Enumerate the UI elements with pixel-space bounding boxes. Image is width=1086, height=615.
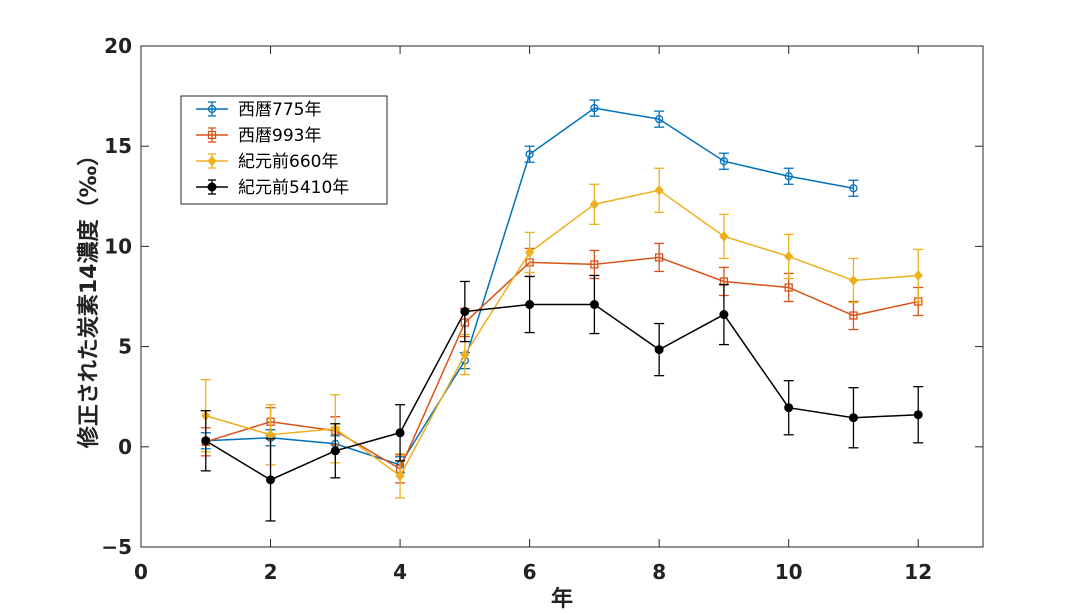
data-point xyxy=(207,130,217,140)
legend-label: 西暦993年 xyxy=(238,126,321,146)
data-point xyxy=(207,104,217,114)
y-axis-label: 修正された炭素14濃度（‰） xyxy=(76,144,102,449)
data-point xyxy=(460,307,470,317)
data-point xyxy=(589,199,600,210)
y-tick-label: 0 xyxy=(118,435,132,459)
data-point xyxy=(719,310,729,320)
data-point xyxy=(654,345,664,355)
data-point xyxy=(655,114,664,124)
data-point xyxy=(524,247,535,258)
legend-entry-0: 西暦775年 xyxy=(196,100,321,120)
series-3 xyxy=(200,274,924,522)
data-point xyxy=(589,300,599,310)
data-point xyxy=(460,349,470,360)
legend-entry-2: 紀元前660年 xyxy=(196,152,338,172)
legend-label: 紀元前5410年 xyxy=(238,178,349,198)
y-tick-label: 5 xyxy=(118,335,132,359)
data-point xyxy=(525,300,535,310)
data-point xyxy=(207,155,217,167)
data-point xyxy=(784,403,794,413)
legend-entry-3: 紀元前5410年 xyxy=(196,178,349,198)
data-point xyxy=(784,172,793,181)
y-tick-label: −5 xyxy=(101,535,132,559)
data-point xyxy=(719,231,729,242)
data-point xyxy=(784,251,794,262)
x-tick-label: 0 xyxy=(134,560,148,584)
data-point xyxy=(655,253,664,262)
data-point xyxy=(848,413,858,423)
series-line xyxy=(205,189,919,477)
data-point xyxy=(207,182,217,192)
data-point xyxy=(395,428,405,438)
data-point xyxy=(719,157,729,166)
data-point xyxy=(913,270,923,281)
x-axis-label: 年 xyxy=(551,586,573,612)
data-point xyxy=(849,311,858,320)
x-tick-label: 12 xyxy=(904,560,932,584)
data-point xyxy=(266,475,276,485)
y-tick-label: 20 xyxy=(104,34,132,58)
x-tick-label: 8 xyxy=(652,560,666,584)
legend-entry-1: 西暦993年 xyxy=(196,126,321,146)
x-tick-label: 10 xyxy=(775,560,803,584)
legend-label: 紀元前660年 xyxy=(238,152,338,172)
series-line xyxy=(205,303,919,481)
x-tick-label: 6 xyxy=(523,560,537,584)
data-point xyxy=(590,260,599,269)
data-point xyxy=(848,275,859,286)
y-tick-label: 15 xyxy=(104,134,132,158)
x-tick-label: 2 xyxy=(264,560,278,584)
data-point xyxy=(590,103,599,113)
data-point xyxy=(201,436,211,446)
legend-label: 西暦775年 xyxy=(238,100,321,120)
data-point xyxy=(784,283,793,292)
data-point xyxy=(654,185,664,196)
x-tick-label: 4 xyxy=(393,560,407,584)
data-point xyxy=(849,184,858,193)
y-tick-label: 10 xyxy=(104,234,132,258)
data-point xyxy=(395,470,405,482)
data-point xyxy=(525,150,534,159)
data-point xyxy=(330,446,340,456)
series-layer xyxy=(200,99,924,522)
data-point xyxy=(913,410,923,420)
